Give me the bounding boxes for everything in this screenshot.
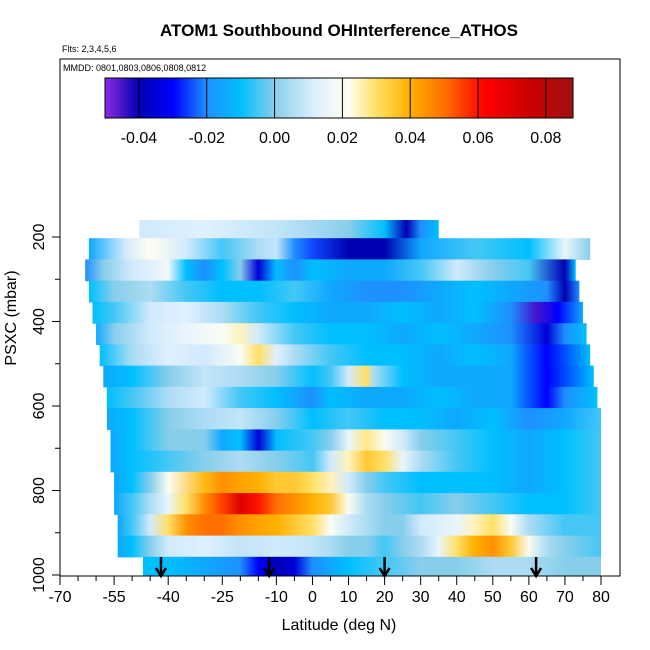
colorbar-tick-label: 0.06 — [462, 130, 493, 147]
heatmap-band — [110, 450, 601, 473]
x-axis: -70 -55 -40 -25 -10 0 10 20 30 40 50 60 70 80 — [48, 576, 610, 606]
heatmap-band — [88, 238, 591, 260]
plot-frame — [59, 58, 621, 577]
y-axis: 200 400 600 800 1000 — [31, 224, 60, 593]
heatmap-band — [110, 429, 601, 452]
x-tick-label: -55 — [103, 589, 126, 606]
y-tick-label: 200 — [31, 224, 48, 251]
x-axis-title: Latitude (deg N) — [282, 617, 397, 634]
x-tick-label: -25 — [211, 589, 234, 606]
heatmap-band — [139, 220, 439, 239]
colorbar-tick-label: 0.00 — [259, 130, 290, 147]
heatmap-band — [143, 556, 601, 576]
chart-title: ATOM1 Southbound OHInterference_ATHOS — [160, 21, 518, 40]
y-axis-title: PSXC (mbar) — [3, 270, 20, 365]
y-tick-label: 400 — [31, 308, 48, 335]
heatmap-band — [117, 514, 601, 537]
flights-note: Flts: 2,3,4,5,6 — [62, 44, 117, 54]
heatmap-band — [114, 493, 601, 515]
x-tick-label: 10 — [340, 589, 358, 606]
x-tick-label: 50 — [484, 589, 502, 606]
x-tick-label: 70 — [556, 589, 574, 606]
x-tick-label: 20 — [376, 589, 394, 606]
y-tick-label: 1000 — [31, 557, 48, 593]
y-tick-label: 800 — [31, 477, 48, 504]
heatmap-band — [85, 259, 576, 282]
x-tick-label: 0 — [308, 589, 317, 606]
x-tick-label: -70 — [48, 589, 71, 606]
heatmap-bands — [85, 220, 602, 576]
heatmap-band — [88, 280, 580, 303]
heatmap-band — [96, 323, 587, 345]
heatmap-band — [99, 344, 591, 367]
colorbar: -0.04 -0.02 0.00 0.02 0.04 0.06 0.08 — [104, 77, 574, 147]
heatmap-band — [106, 408, 602, 430]
colorbar-tick-label: 0.02 — [327, 130, 358, 147]
heatmap-band — [117, 535, 601, 558]
heatmap-band — [106, 386, 598, 409]
colorbar-tick-label: 0.08 — [530, 130, 561, 147]
x-tick-label: 30 — [412, 589, 430, 606]
heatmap-band — [92, 301, 583, 324]
colorbar-tick-label: -0.02 — [189, 130, 226, 147]
x-tick-label: -10 — [265, 589, 288, 606]
x-tick-label: 80 — [592, 589, 610, 606]
dates-note: MMDD: 0801,0803,0806,0808,0812 — [63, 63, 206, 73]
x-tick-label: -40 — [157, 589, 180, 606]
heatmap-band — [103, 365, 594, 388]
colorbar-tick-label: -0.04 — [121, 130, 158, 147]
y-tick-label: 600 — [31, 393, 48, 420]
heatmap-band — [114, 471, 601, 494]
colorbar-tick-label: 0.04 — [395, 130, 426, 147]
x-tick-label: 40 — [448, 589, 466, 606]
colorbar-gradient — [104, 77, 574, 119]
x-tick-label: 60 — [520, 589, 538, 606]
